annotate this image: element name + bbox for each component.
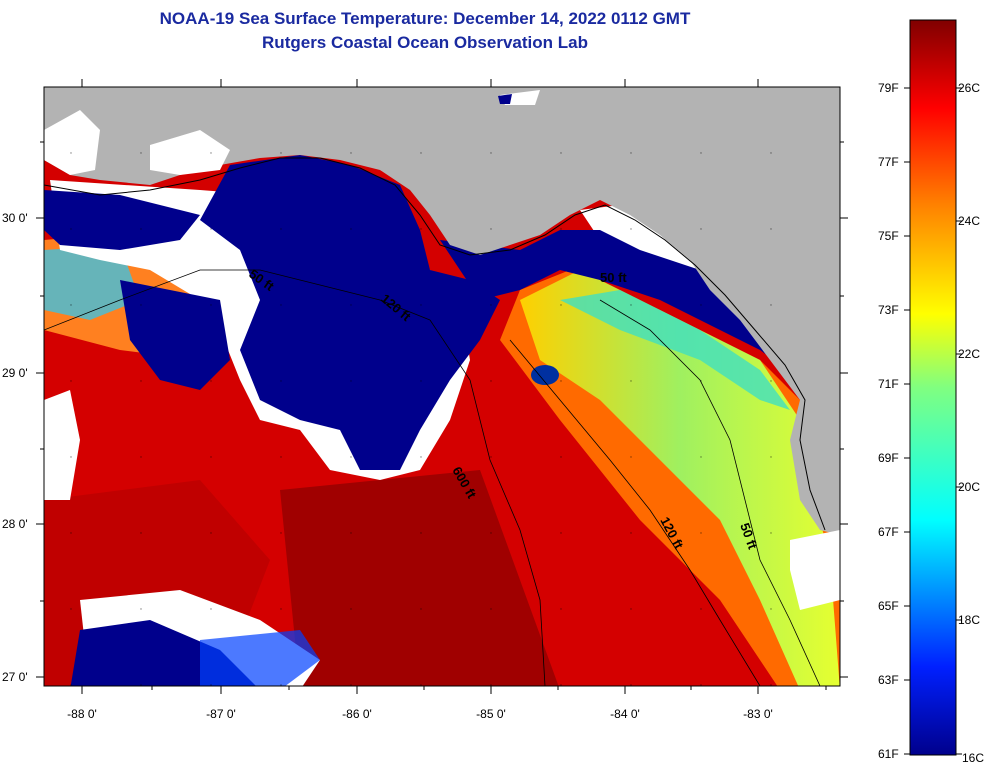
fahrenheit-label: 69F xyxy=(878,451,899,465)
fahrenheit-label: 67F xyxy=(878,525,899,539)
fahrenheit-label: 79F xyxy=(878,81,899,95)
lon-tick-label: -87 0' xyxy=(206,707,236,721)
lat-tick-label: 30 0' xyxy=(2,211,28,225)
grid-dots xyxy=(44,87,840,686)
fahrenheit-label: 65F xyxy=(878,599,899,613)
map-plot-area: 50 ft 120 ft 600 ft 120 ft 50 ft 50 ft xyxy=(44,87,840,686)
fahrenheit-label: 77F xyxy=(878,155,899,169)
fahrenheit-label: 71F xyxy=(878,377,899,391)
lon-tick-label: -86 0' xyxy=(342,707,372,721)
map-frame xyxy=(43,86,841,687)
celsius-label: 24C xyxy=(958,214,980,228)
fahrenheit-label: 73F xyxy=(878,303,899,317)
celsius-label: 16C xyxy=(962,751,984,765)
map-title: NOAA-19 Sea Surface Temperature: Decembe… xyxy=(159,9,691,28)
celsius-label: 20C xyxy=(958,480,980,494)
lat-tick-label: 28 0' xyxy=(2,517,28,531)
color-scale-legend: 79F 77F 75F 73F 71F 69F 67F 65F 63F 61F … xyxy=(878,19,984,765)
map-subtitle: Rutgers Coastal Ocean Observation Lab xyxy=(262,33,588,52)
latitude-axis: 30 0' 29 0' 28 0' 27 0' xyxy=(2,141,44,684)
lon-tick-label: -85 0' xyxy=(476,707,506,721)
color-scale-bar xyxy=(909,19,957,756)
lon-tick-label: -84 0' xyxy=(610,707,640,721)
contour-label: 50 ft xyxy=(600,270,627,285)
fahrenheit-label: 61F xyxy=(878,747,899,761)
celsius-label: 26C xyxy=(958,81,980,95)
lon-tick-label: -83 0' xyxy=(743,707,773,721)
longitude-axis: -88 0' -87 0' -86 0' -85 0' -84 0' -83 0… xyxy=(67,686,827,721)
celsius-label: 22C xyxy=(958,347,980,361)
lat-tick-label: 29 0' xyxy=(2,366,28,380)
lon-tick-label: -88 0' xyxy=(67,707,97,721)
celsius-label: 18C xyxy=(958,613,980,627)
fahrenheit-label: 63F xyxy=(878,673,899,687)
fahrenheit-label: 75F xyxy=(878,229,899,243)
lat-tick-label: 27 0' xyxy=(2,670,28,684)
